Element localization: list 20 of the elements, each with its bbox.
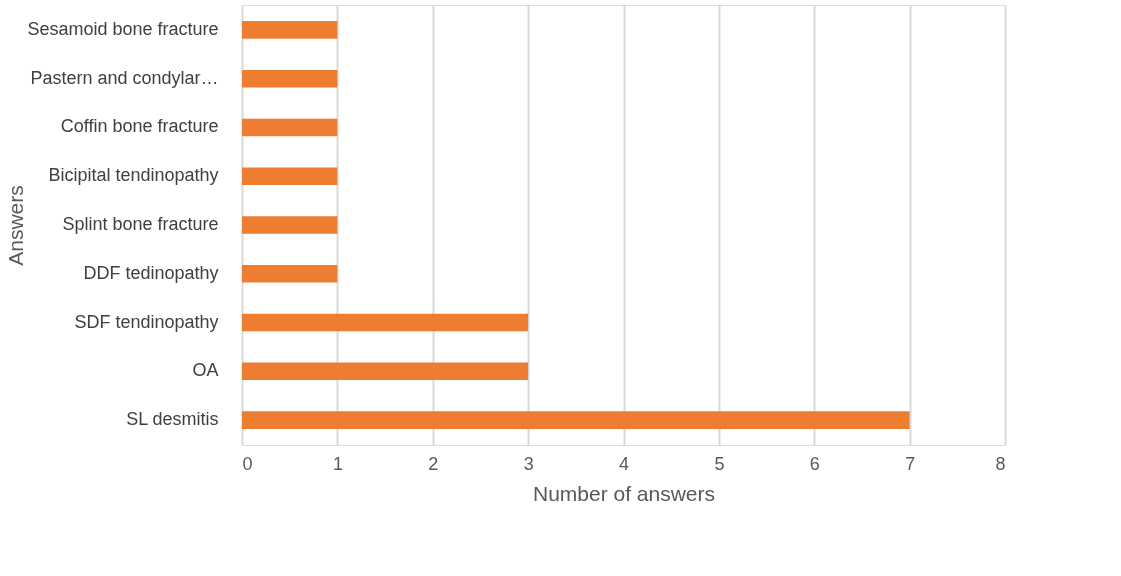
x-tick-label: 8 [995, 453, 1006, 474]
x-tick-label: 1 [332, 453, 343, 474]
x-tick-label: 2 [428, 453, 439, 474]
y-tick-label: Coffin bone fracture [60, 116, 219, 137]
y-tick-label: Splint bone fracture [62, 214, 219, 234]
y-tick-label: SDF tendinopathy [74, 311, 219, 332]
x-tick-label: 0 [242, 453, 253, 474]
y-tick-label: OA [192, 360, 219, 381]
x-tick-label: 6 [809, 453, 820, 474]
x-tick-label: 3 [523, 453, 534, 474]
y-tick-label: Pastern and condylar… [30, 67, 219, 88]
x-tick-label: 7 [905, 453, 916, 474]
x-tick-label: 5 [714, 453, 725, 474]
y-tick-label: Bicipital tendinopathy [48, 165, 219, 186]
x-tick-label: 4 [618, 453, 630, 474]
y-axis-title: Answers [3, 185, 27, 266]
y-tick-label: DDF tedinopathy [83, 262, 219, 283]
y-tick-label: Sesamoid bone fracture [27, 18, 219, 39]
x-axis-title: Number of answers [532, 481, 716, 505]
y-tick-label: SL desmitis [126, 409, 219, 430]
